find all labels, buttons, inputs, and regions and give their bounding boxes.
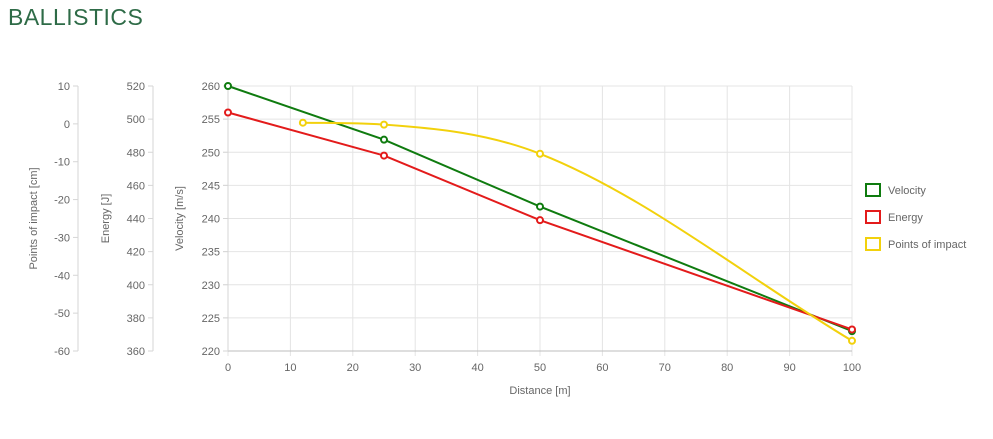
x-tick-label: 10 [284, 362, 296, 374]
velocity-tick-label: 255 [202, 114, 220, 126]
velocity-tick-label: 245 [202, 180, 220, 192]
energy-tick-label: 460 [127, 180, 145, 192]
page-title: BALLISTICS [8, 4, 144, 30]
velocity-tick-label: 250 [202, 147, 220, 159]
poi-tick-label: -30 [54, 232, 70, 244]
energy-legend-swatch [865, 210, 881, 224]
poi-tick-label: 0 [64, 119, 70, 131]
velocity-tick-label: 235 [202, 247, 220, 259]
energy-tick-label: 440 [127, 214, 145, 226]
poi-tick-label: 10 [58, 81, 70, 93]
poi-tick-label: -10 [54, 157, 70, 169]
energy-point [224, 108, 232, 117]
energy-series-line [227, 111, 853, 331]
poi-tick-label: -20 [54, 195, 70, 207]
poi-tick-label: -50 [54, 308, 70, 320]
points-of-impact-legend-swatch [865, 237, 881, 251]
velocity-axis-title: Velocity [m/s] [174, 186, 186, 251]
x-axis-title: Distance [m] [509, 385, 570, 397]
energy-tick-label: 400 [127, 280, 145, 292]
energy-tick-label: 420 [127, 247, 145, 259]
velocity-tick-label: 225 [202, 313, 220, 325]
legend-item-velocity[interactable]: Velocity [865, 183, 926, 197]
energy-legend-label: Energy [888, 212, 923, 224]
energy-tick-label: 500 [127, 114, 145, 126]
energy-tick-label: 520 [127, 81, 145, 93]
velocity-point [380, 135, 388, 144]
legend-item-points-of-impact[interactable]: Points of impact [865, 237, 966, 251]
velocity-tick-label: 230 [202, 280, 220, 292]
x-tick-label: 20 [347, 362, 359, 374]
x-tick-label: 60 [596, 362, 608, 374]
energy-axis-title: Energy [J] [100, 194, 112, 244]
velocity-legend-label: Velocity [888, 185, 926, 197]
poi-tick-label: -40 [54, 270, 70, 282]
points-of-impact-series-line [302, 121, 853, 342]
velocity-legend-swatch [865, 183, 881, 197]
x-tick-label: 90 [783, 362, 795, 374]
x-tick-label: 30 [409, 362, 421, 374]
points-of-impact-point [380, 120, 388, 129]
x-tick-label: 80 [721, 362, 733, 374]
poi-tick-label: -60 [54, 346, 70, 358]
points-of-impact-point [298, 118, 307, 127]
legend: Velocity Energy Points of impact [865, 183, 966, 251]
velocity-point [224, 82, 232, 90]
x-tick-label: 100 [843, 362, 861, 374]
energy-point [536, 216, 544, 225]
x-tick-label: 70 [659, 362, 671, 374]
x-tick-label: 40 [471, 362, 483, 374]
energy-tick-label: 380 [127, 313, 145, 325]
velocity-series-line [227, 85, 853, 333]
velocity-tick-label: 240 [202, 214, 220, 226]
series [224, 82, 856, 345]
energy-tick-label: 480 [127, 147, 145, 159]
energy-point [380, 151, 388, 160]
legend-item-energy[interactable]: Energy [865, 210, 923, 224]
velocity-point [536, 202, 544, 211]
poi-axis-title: Points of impact [cm] [28, 167, 40, 269]
points-of-impact-point [536, 149, 544, 158]
energy-point [848, 325, 856, 334]
energy-tick-label: 360 [127, 346, 145, 358]
x-tick-label: 50 [534, 362, 546, 374]
points-of-impact-legend-label: Points of impact [888, 239, 966, 251]
velocity-tick-label: 220 [202, 346, 220, 358]
points-of-impact-point [848, 336, 856, 345]
velocity-tick-label: 260 [202, 81, 220, 93]
x-tick-label: 0 [225, 362, 231, 374]
